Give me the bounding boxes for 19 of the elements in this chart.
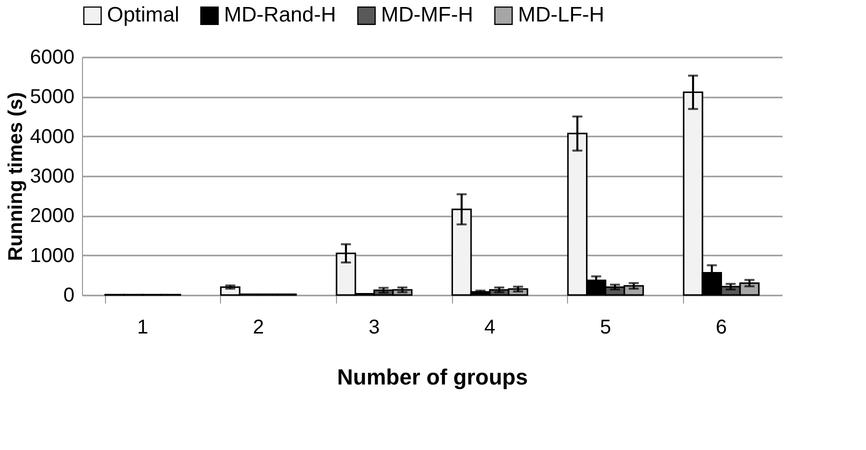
y-tick-label: 2000 [30, 205, 74, 228]
legend-label: MD-LF-H [518, 4, 604, 27]
x-tick-label: 4 [484, 316, 496, 338]
y-tick-label: 1000 [30, 244, 74, 267]
y-tick-label: 0 [63, 284, 74, 306]
y-axis-title: Running times (s) [5, 92, 28, 261]
y-tick-label: 3000 [30, 166, 74, 188]
legend-label: MD-MF-H [381, 4, 474, 27]
x-tick-label: 5 [600, 316, 612, 338]
y-tick-label: 4000 [30, 126, 74, 148]
x-tick-label: 6 [716, 316, 727, 338]
y-tick-label: 6000 [30, 46, 74, 68]
legend-label: Optimal [107, 4, 180, 27]
x-axis-title: Number of groups [337, 364, 528, 390]
x-tick-label: 1 [137, 316, 148, 338]
y-tick-label: 5000 [30, 86, 74, 108]
x-tick-label: 2 [252, 316, 264, 338]
x-tick-label: 3 [368, 316, 380, 338]
legend-label: MD-Rand-H [224, 4, 336, 27]
